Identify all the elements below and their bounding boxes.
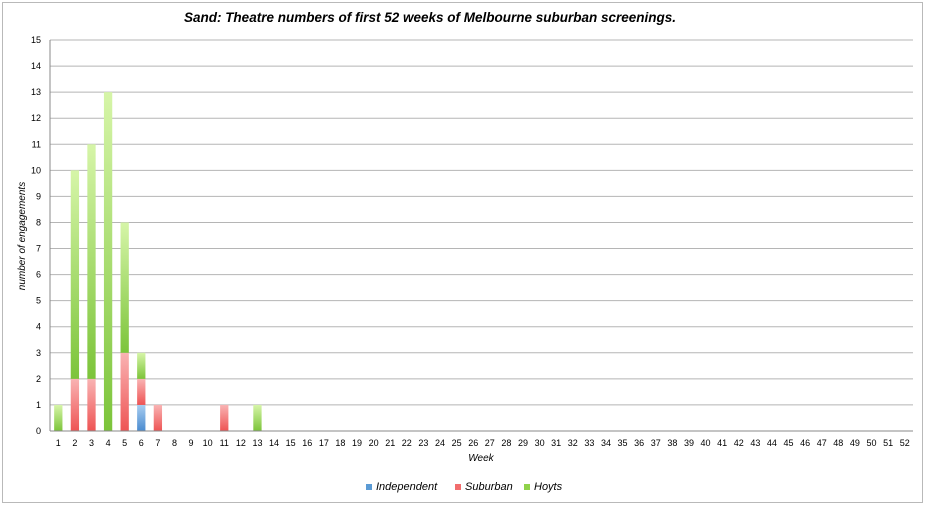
x-tick-label: 35 bbox=[618, 438, 628, 448]
x-tick-label: 13 bbox=[252, 438, 262, 448]
x-tick-label: 49 bbox=[850, 438, 860, 448]
x-tick-label: 28 bbox=[501, 438, 511, 448]
x-tick-label: 9 bbox=[189, 438, 194, 448]
x-tick-label: 3 bbox=[89, 438, 94, 448]
bar-hoyts-week-3 bbox=[87, 144, 96, 379]
x-tick-label: 39 bbox=[684, 438, 694, 448]
bars bbox=[54, 92, 262, 431]
x-tick-label: 22 bbox=[402, 438, 412, 448]
x-tick-label: 36 bbox=[634, 438, 644, 448]
x-tick-label: 10 bbox=[203, 438, 213, 448]
bar-independent-week-6 bbox=[137, 404, 146, 431]
x-tick-label: 23 bbox=[418, 438, 428, 448]
x-tick-label: 33 bbox=[584, 438, 594, 448]
x-tick-label: 8 bbox=[172, 438, 177, 448]
x-tick-label: 40 bbox=[701, 438, 711, 448]
y-tick-label: 2 bbox=[36, 374, 41, 384]
y-tick-label: 13 bbox=[31, 87, 41, 97]
x-tick-label: 12 bbox=[236, 438, 246, 448]
chart-title: Sand: Theatre numbers of first 52 weeks … bbox=[183, 10, 677, 25]
y-tick-label: 6 bbox=[36, 270, 41, 280]
legend-item-hoyts: Hoyts bbox=[524, 481, 562, 493]
x-tick-label: 1 bbox=[56, 438, 61, 448]
legend-swatch-independent bbox=[366, 484, 372, 490]
x-tick-label: 17 bbox=[319, 438, 329, 448]
x-tick-label: 4 bbox=[106, 438, 111, 448]
y-tick-label: 3 bbox=[36, 348, 41, 358]
grid-lines bbox=[50, 39, 913, 406]
legend-item-independent: Independent bbox=[366, 481, 437, 493]
x-tick-label: 6 bbox=[139, 438, 144, 448]
x-tick-label: 11 bbox=[220, 438, 229, 448]
x-tick-label: 31 bbox=[551, 438, 561, 448]
x-tick-label: 41 bbox=[717, 438, 727, 448]
x-tick-label: 51 bbox=[883, 438, 893, 448]
bar-hoyts-week-2 bbox=[70, 170, 80, 379]
legend-label-suburban: Suburban bbox=[465, 481, 513, 493]
x-tick-label: 30 bbox=[535, 438, 545, 448]
y-tick-label: 8 bbox=[36, 217, 41, 227]
x-tick-label: 16 bbox=[302, 438, 312, 448]
x-tick-label: 32 bbox=[568, 438, 578, 448]
x-tick-label: 45 bbox=[784, 438, 794, 448]
bar-hoyts-week-4 bbox=[103, 92, 113, 431]
x-tick-label: 42 bbox=[734, 438, 744, 448]
y-axis-label: number of engagements bbox=[17, 182, 28, 290]
bar-suburban-week-2 bbox=[70, 378, 80, 431]
bar-suburban-week-11 bbox=[220, 404, 229, 431]
x-tick-label: 24 bbox=[435, 438, 445, 448]
x-tick-label: 2 bbox=[72, 438, 77, 448]
y-tick-label: 15 bbox=[31, 35, 41, 45]
legend-item-suburban: Suburban bbox=[455, 481, 513, 493]
y-tick-label: 14 bbox=[31, 61, 41, 71]
y-tick-label: 4 bbox=[36, 322, 41, 332]
bar-suburban-week-7 bbox=[153, 404, 163, 431]
x-tick-label: 18 bbox=[335, 438, 345, 448]
x-axis-label: Week bbox=[468, 453, 494, 464]
legend: Independent Suburban Hoyts bbox=[0, 481, 927, 497]
bar-suburban-week-6 bbox=[137, 378, 146, 405]
y-tick-label: 0 bbox=[36, 426, 41, 436]
bar-suburban-week-3 bbox=[87, 378, 96, 431]
x-tick-label: 29 bbox=[518, 438, 528, 448]
bar-hoyts-week-6 bbox=[137, 352, 146, 379]
y-tick-label: 10 bbox=[31, 165, 41, 175]
x-tick-label: 43 bbox=[750, 438, 760, 448]
y-tick-label: 9 bbox=[36, 191, 41, 201]
x-tick-label: 21 bbox=[385, 438, 395, 448]
x-tick-label: 38 bbox=[667, 438, 677, 448]
legend-label-hoyts: Hoyts bbox=[534, 481, 563, 493]
y-tick-label: 7 bbox=[36, 244, 41, 254]
x-tick-label: 46 bbox=[800, 438, 810, 448]
y-tick-label: 5 bbox=[36, 296, 41, 306]
y-tick-label: 12 bbox=[31, 113, 41, 123]
x-tick-label: 7 bbox=[155, 438, 160, 448]
legend-label-independent: Independent bbox=[376, 481, 438, 493]
x-tick-label: 20 bbox=[369, 438, 379, 448]
bar-suburban-week-5 bbox=[120, 352, 129, 431]
y-tick-label: 1 bbox=[36, 400, 41, 410]
x-tick-label: 14 bbox=[269, 438, 279, 448]
x-tick-label: 25 bbox=[452, 438, 462, 448]
x-tick-label: 44 bbox=[767, 438, 777, 448]
x-tick-label: 15 bbox=[286, 438, 296, 448]
x-tick-label: 26 bbox=[468, 438, 478, 448]
x-tick-label: 34 bbox=[601, 438, 611, 448]
y-tick-label: 11 bbox=[32, 139, 41, 149]
legend-swatch-hoyts bbox=[524, 484, 530, 490]
x-tick-label: 48 bbox=[833, 438, 843, 448]
x-tick-label: 19 bbox=[352, 438, 362, 448]
x-tick-label: 27 bbox=[485, 438, 495, 448]
bar-hoyts-week-5 bbox=[120, 222, 129, 353]
bar-hoyts-week-13 bbox=[253, 404, 262, 431]
x-tick-label: 47 bbox=[817, 438, 827, 448]
x-tick-label: 50 bbox=[867, 438, 877, 448]
x-tick-label: 52 bbox=[900, 438, 910, 448]
x-tick-label: 37 bbox=[651, 438, 661, 448]
bar-hoyts-week-1 bbox=[54, 404, 63, 431]
x-tick-label: 5 bbox=[122, 438, 127, 448]
legend-swatch-suburban bbox=[455, 484, 461, 490]
